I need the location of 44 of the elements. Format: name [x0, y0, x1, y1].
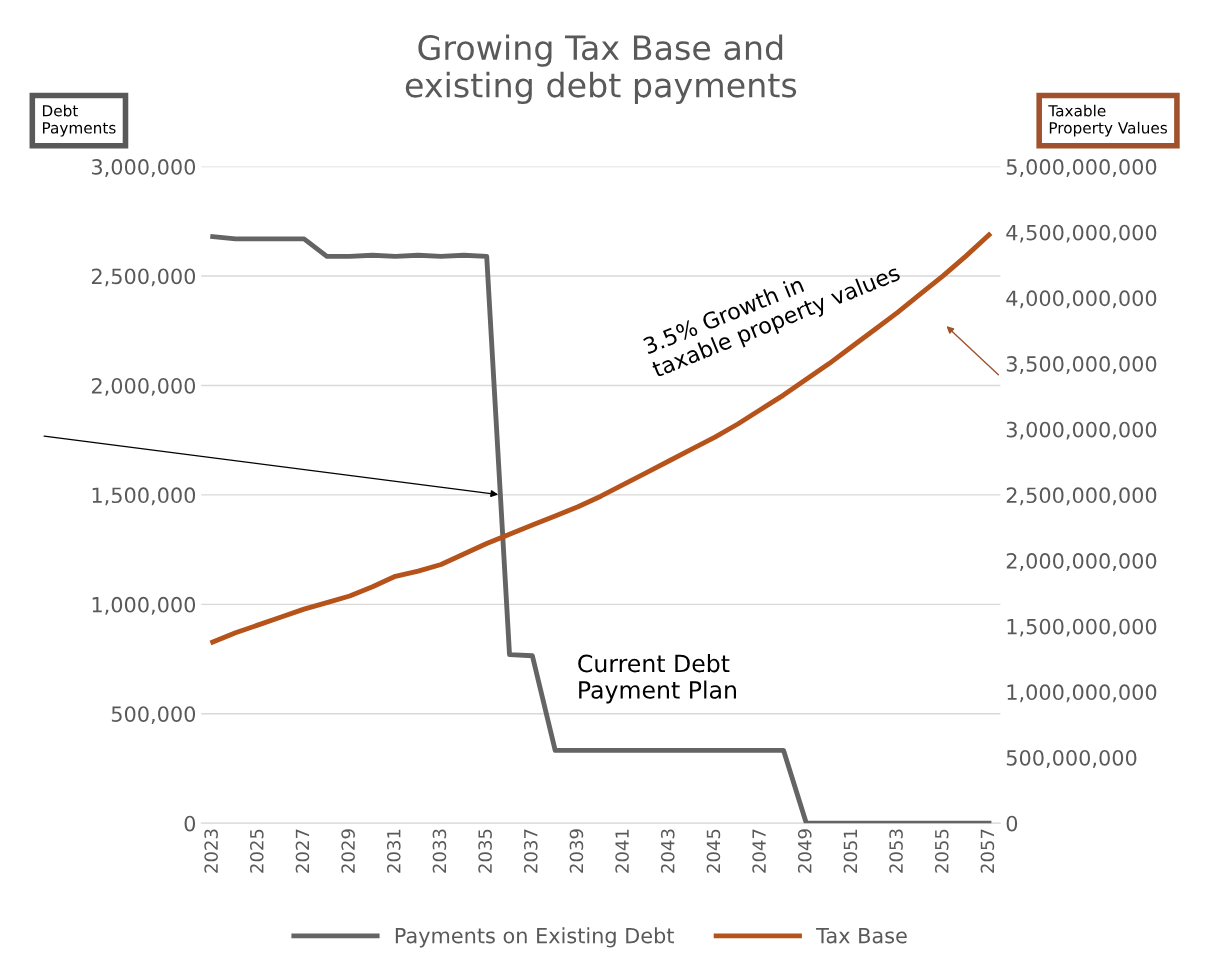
y-tick-label: 2,500,000 [91, 268, 196, 287]
x-tick-label: 2031 [386, 829, 401, 873]
y2-tick-label: 1,000,000,000 [1007, 684, 1157, 703]
x-tick-label: 2037 [523, 829, 538, 873]
line-series [210, 234, 992, 824]
x-tick-label: 2057 [980, 829, 995, 873]
y-tick-label: 1,000,000 [92, 596, 196, 615]
y-tick-label: 3,000,000 [92, 159, 196, 177]
x-tick-label: 2029 [341, 829, 355, 873]
y2-tick-label: 2,500,000,000 [1006, 487, 1157, 506]
y2-tick-label: 0 [1006, 815, 1018, 832]
y2-axis-title: Taxable Property Values [1048, 104, 1168, 137]
y-tick-label: 0 [184, 815, 196, 832]
y2-tick-label: 3,500,000,000 [1006, 356, 1157, 374]
y-tick-label: 1,500,000 [92, 487, 196, 506]
x-tick-label: 2035 [478, 829, 492, 873]
x-tick-label: 2039 [569, 829, 584, 873]
y2-tick-label: 2,000,000,000 [1006, 553, 1157, 571]
y2-tick-label: 4,500,000,000 [1006, 224, 1157, 243]
x-tick-label: 2023 [204, 829, 218, 873]
x-tick-label: 2049 [797, 829, 812, 873]
y2-tick-label: 3,000,000,000 [1006, 421, 1157, 440]
x-tick-label: 2053 [889, 829, 903, 873]
legend-label: Tax Base [816, 927, 907, 944]
y-tick-label: 2,000,000 [91, 377, 196, 396]
x-tick-label: 2045 [706, 829, 721, 873]
legend-label: Payments on Existing Debt [395, 927, 674, 948]
chart-title: Growing Tax Base and existing debt payments [405, 34, 797, 105]
annotation: Current Debt Payment Plan [578, 654, 736, 704]
y-tick-label: 500,000 [111, 706, 196, 725]
x-tick-label: 2055 [934, 829, 949, 873]
y-axis-title: Debt Payments [42, 104, 116, 137]
x-tick-label: 2025 [249, 829, 264, 873]
line-series [210, 232, 992, 645]
y2-tick-label: 500,000,000 [1006, 749, 1137, 768]
y2-tick-label: 5,000,000,000 [1006, 159, 1157, 177]
x-tick-label: 2033 [432, 829, 447, 873]
x-tick-label: 2027 [295, 829, 310, 873]
y2-tick-label: 1,500,000,000 [1007, 618, 1157, 637]
x-tick-label: 2043 [660, 829, 675, 873]
x-tick-label: 2051 [843, 829, 858, 873]
y2-tick-label: 4,000,000,000 [1006, 290, 1157, 309]
x-tick-label: 2041 [615, 829, 629, 873]
x-tick-label: 2047 [752, 829, 766, 873]
